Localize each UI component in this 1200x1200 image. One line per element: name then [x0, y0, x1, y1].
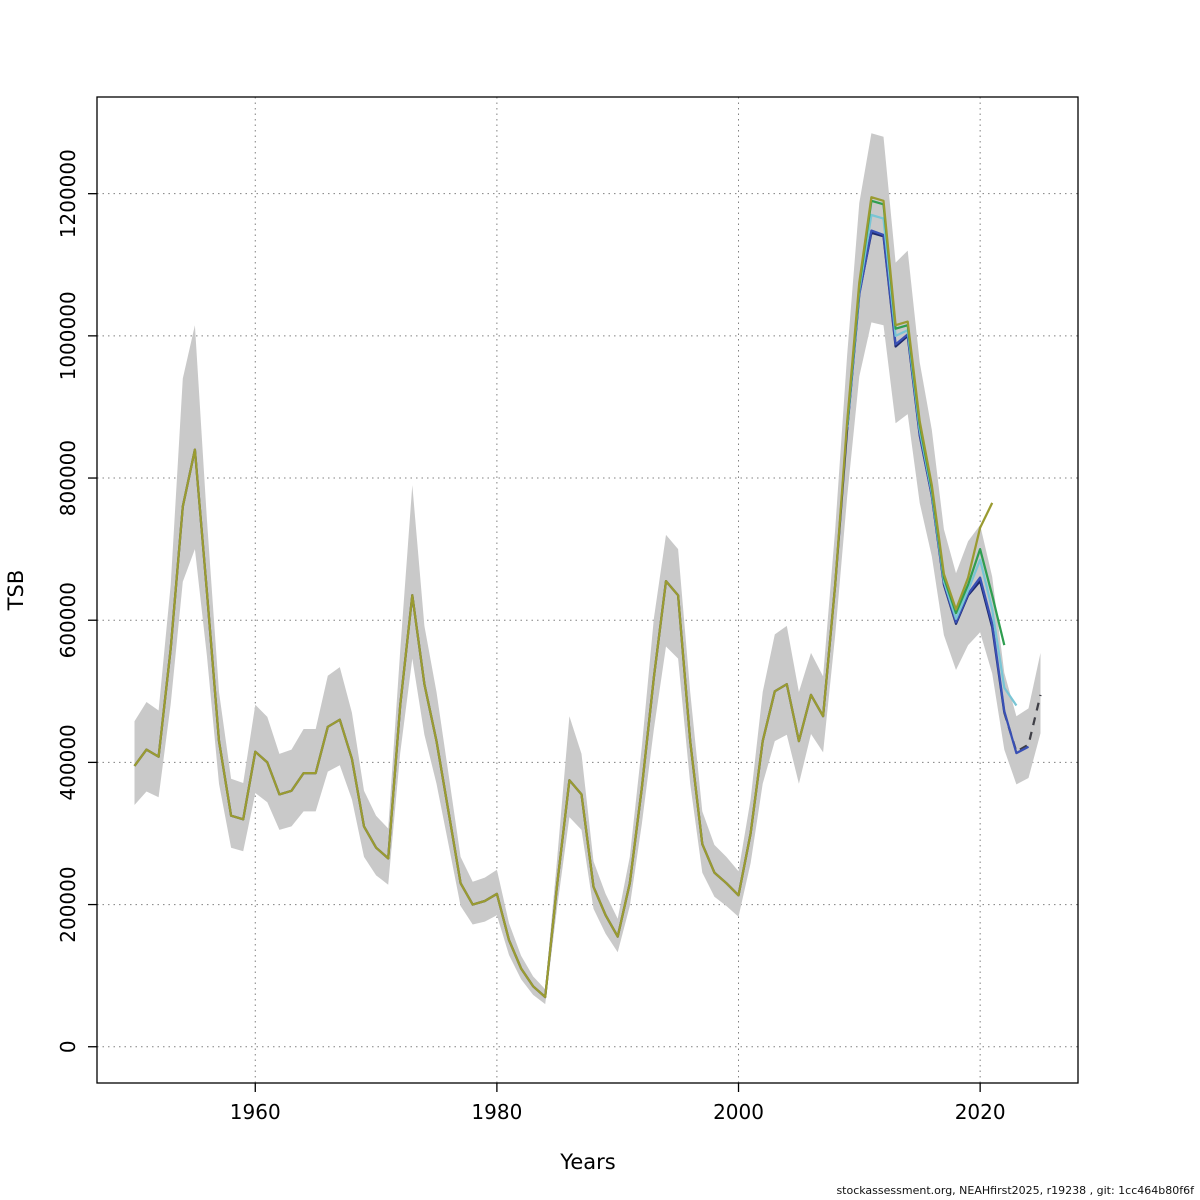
y-tick-label: 400000 [56, 724, 80, 800]
y-tick-label: 800000 [56, 440, 80, 516]
y-tick-label: 1200000 [56, 149, 80, 238]
plot-box [96, 96, 1079, 1084]
series-line-retro-2021 [133, 196, 994, 999]
series-line-assessment-2025 [133, 231, 1006, 999]
x-axis-title: Years [560, 1150, 616, 1174]
y-tick-label: 1000000 [56, 291, 80, 380]
x-tick-label: 1960 [230, 1100, 281, 1124]
y-tick-label: 200000 [56, 866, 80, 942]
x-tick-label: 2020 [955, 1100, 1006, 1124]
y-tick-label: 600000 [56, 582, 80, 658]
y-axis-title: TSB [4, 569, 28, 611]
confidence-band [134, 133, 1041, 1005]
source-attribution: stockassessment.org, NEAHfirst2025, r192… [836, 1184, 1194, 1197]
x-tick-label: 2000 [713, 1100, 764, 1124]
y-tick-label: 0 [56, 1040, 80, 1053]
x-tick-label: 1980 [471, 1100, 522, 1124]
